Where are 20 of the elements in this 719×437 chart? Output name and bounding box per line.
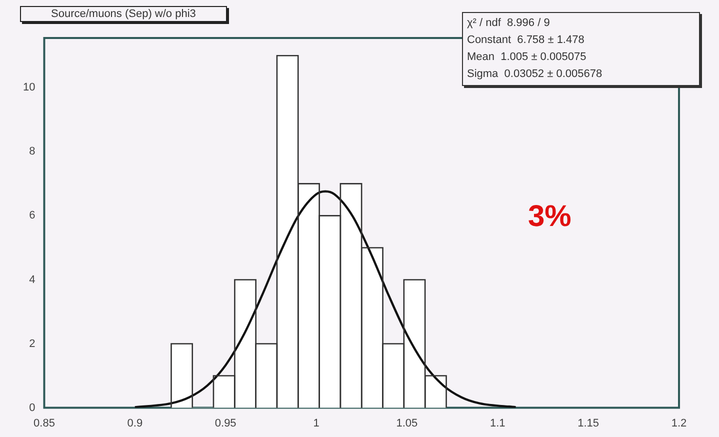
x-tick-label: 1.15: [578, 417, 600, 430]
x-tick-label: 1.05: [396, 417, 418, 430]
x-tick-label: 0.9: [127, 417, 143, 430]
y-tick-label: 2: [29, 338, 36, 350]
x-tick-label: 0.95: [214, 417, 236, 430]
annotation: Constant 6.758 ± 1.478: [467, 33, 586, 48]
x-tick-label: 1.2: [671, 417, 687, 430]
title-box: Source/muons (Sep) w/o phi3: [20, 6, 227, 22]
x-tick-label: 1: [313, 417, 320, 430]
y-tick-label: 6: [29, 210, 36, 222]
x-tick-label: 0.85: [34, 417, 55, 430]
y-tick-label: 8: [29, 146, 36, 158]
annotation: 3%: [528, 200, 572, 234]
y-tick-label: 10: [22, 82, 36, 94]
x-tick-label: 1.1: [490, 417, 506, 430]
annotation: Sigma 0.03052 ± 0.005678: [467, 67, 604, 82]
y-tick-label: 0: [29, 402, 36, 414]
y-tick-label: 4: [29, 274, 36, 286]
info-box: χ² / ndf 8.996 / 9 Constant 6.758 ± 1.478 Mean 1.005 ± 0.005075 Sigma 0.03052 ± 0.005678: [462, 12, 700, 86]
annotation: Mean 1.005 ± 0.005075: [467, 50, 588, 65]
